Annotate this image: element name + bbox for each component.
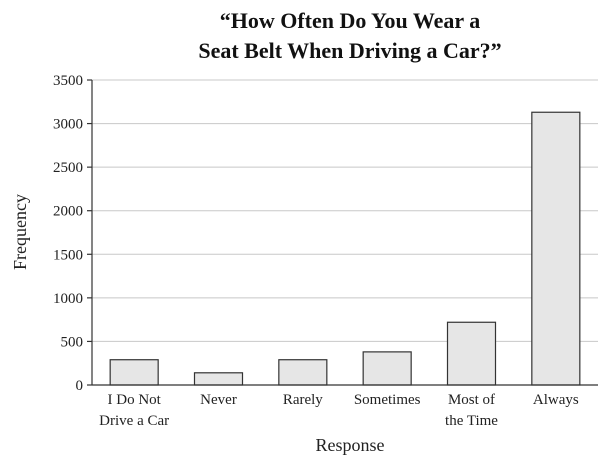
gridlines [92,79,598,342]
x-category-label: the Time [445,413,498,429]
bar-1 [193,372,244,386]
bar-0 [109,359,159,386]
x-category-label: Most of [448,392,495,408]
y-tick-label: 0 [76,378,84,394]
x-category-label: Drive a Car [99,413,169,429]
x-category-label: Never [200,392,237,408]
x-category-label: Sometimes [354,392,421,408]
chart-title-line-1: “How Often Do You Wear a [220,8,481,33]
bar-2 [278,359,328,386]
y-tick-label: 3000 [53,117,83,133]
y-tick-label: 2500 [53,160,83,176]
bars [109,111,581,386]
y-tick-label: 500 [61,334,84,350]
x-axis-title: Response [316,435,385,455]
y-tick-labels: 0 500 1000 1500 2000 2500 3000 3500 [53,73,92,394]
chart-title: “How Often Do You Wear a Seat Belt When D… [198,8,501,63]
y-tick-label: 3500 [53,73,83,89]
bar-3 [362,351,412,386]
bar-4 [446,321,497,386]
bar-5 [531,111,581,386]
y-tick-label: 1500 [53,247,83,263]
chart-title-line-2: Seat Belt When Driving a Car?” [198,38,501,63]
y-tick-label: 1000 [53,291,83,307]
y-tick-label: 2000 [53,204,83,220]
x-category-labels: I Do Not Drive a Car Never Rarely Sometimes M… [99,392,579,429]
x-category-label: Always [533,392,579,408]
x-category-label: I Do Not [108,392,162,408]
axes [91,80,598,386]
y-axis-title: Frequency [10,194,30,270]
x-category-label: Rarely [283,392,323,408]
